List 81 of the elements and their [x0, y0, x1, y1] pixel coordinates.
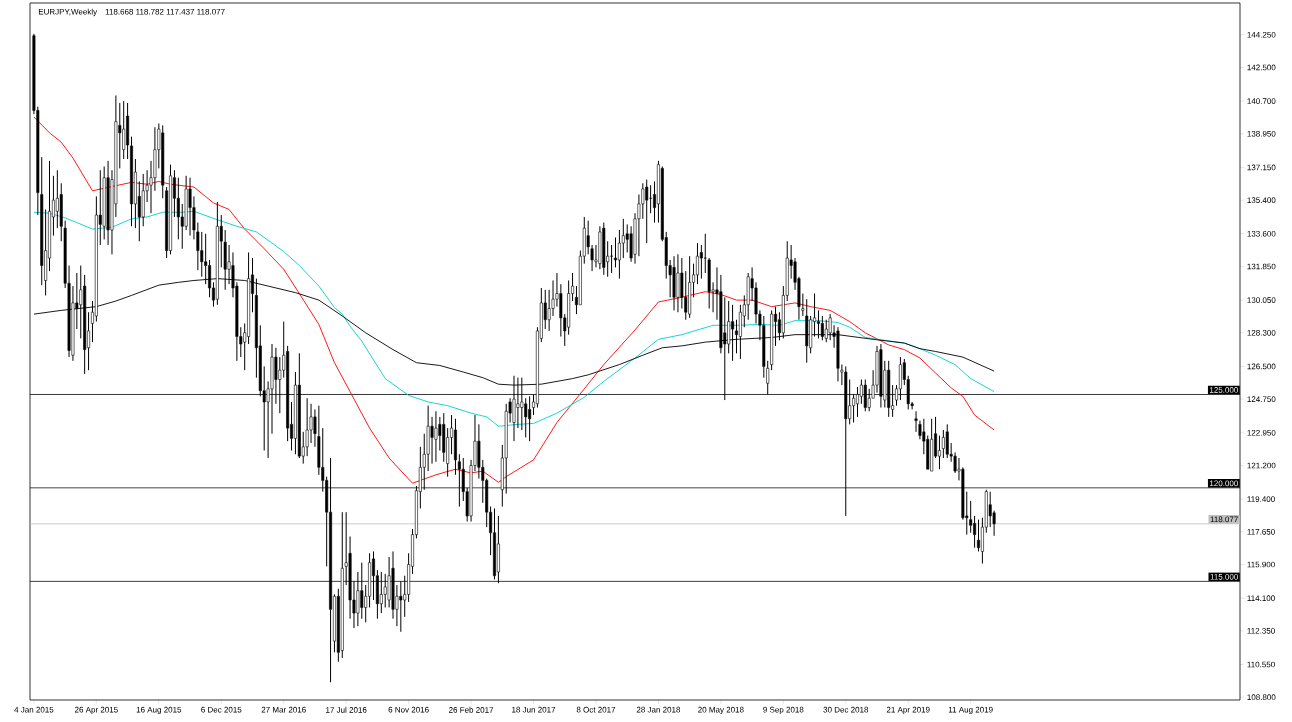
y-tick-label: 140.700 — [1247, 98, 1276, 104]
x-tick-label: 9 Sep 2018 — [763, 706, 804, 715]
x-tick-label: 26 Apr 2015 — [74, 706, 118, 715]
y-tick-label: 124.750 — [1247, 396, 1276, 402]
y-tick-label: 144.250 — [1247, 31, 1276, 38]
candlestick — [820, 315, 824, 341]
candlestick — [122, 100, 126, 160]
candlestick — [453, 418, 457, 476]
ref-line-label: 118.077 — [1210, 516, 1238, 523]
candlestick — [941, 429, 945, 459]
candlestick — [169, 164, 172, 255]
x-tick-label: 8 Oct 2017 — [576, 706, 616, 713]
candlestick — [738, 304, 742, 360]
candlestick — [824, 319, 828, 343]
candlestick — [645, 179, 649, 244]
candlestick — [945, 423, 949, 459]
y-tick-label: 115.900 — [1247, 561, 1275, 568]
y-tick-label: 122.950 — [1247, 429, 1276, 436]
y-tick-label: 112.350 — [1247, 628, 1275, 634]
x-tick-label: 4 Jan 2015 — [14, 706, 54, 713]
y-tick-label: 128.300 — [1247, 329, 1276, 336]
candlestick — [816, 309, 820, 339]
x-tick-label: 16 Aug 2015 — [136, 706, 182, 715]
x-tick-label: 11 Aug 2019 — [948, 706, 993, 715]
x-tick-label: 6 Nov 2016 — [388, 706, 429, 713]
y-tick-label: 110.550 — [1247, 661, 1275, 668]
candlestick — [598, 225, 602, 270]
candlestick — [524, 397, 528, 438]
candlestick — [617, 229, 621, 280]
ref-line-label: 115.000 — [1210, 573, 1238, 580]
candlestick — [688, 255, 692, 319]
candlestick — [602, 222, 606, 276]
ref-line-label: 120.000 — [1210, 480, 1238, 487]
x-tick-label: 28 Jan 2018 — [636, 706, 681, 713]
candlestick — [161, 124, 165, 199]
text: EURJPY,Weekly — [38, 8, 98, 17]
candlestick — [176, 177, 180, 240]
candlestick — [55, 169, 59, 229]
candlestick — [446, 427, 450, 478]
y-tick-label: 114.100 — [1247, 595, 1275, 601]
y-tick-label: 131.850 — [1247, 263, 1276, 270]
x-tick-label: 27 Mar 2016 — [261, 706, 306, 713]
candlestick — [699, 244, 703, 280]
y-tick-label: 126.500 — [1247, 363, 1276, 370]
x-tick-label: 26 Feb 2017 — [449, 706, 494, 713]
candlestick — [805, 298, 809, 364]
candlestick — [676, 253, 680, 313]
candlestick — [937, 435, 941, 470]
candlestick — [684, 270, 688, 321]
y-tick-label: 137.150 — [1247, 164, 1276, 171]
candlestick — [977, 519, 980, 552]
y-tick-label: 130.050 — [1247, 297, 1276, 303]
candlestick — [434, 410, 438, 463]
x-tick-label: 21 Apr 2019 — [886, 706, 930, 715]
candlestick — [493, 507, 496, 580]
candlestick — [695, 242, 699, 285]
y-tick-label: 133.600 — [1247, 230, 1276, 237]
y-tick-label: 138.950 — [1247, 130, 1276, 137]
x-tick-label: 6 Dec 2015 — [201, 706, 242, 713]
x-tick-label: 30 Dec 2018 — [823, 706, 869, 713]
candlestick — [614, 237, 617, 268]
text: 118.668 118.782 117.437 118.077 — [105, 8, 225, 15]
y-tick-label: 121.200 — [1247, 462, 1276, 469]
y-tick-label: 142.500 — [1247, 64, 1276, 71]
candlestick — [567, 279, 571, 336]
candlestick — [731, 304, 735, 362]
candlestick — [836, 326, 840, 382]
y-tick-label: 119.400 — [1247, 496, 1275, 502]
y-tick-label: 117.650 — [1247, 528, 1275, 535]
x-tick-label: 17 Jul 2016 — [326, 706, 367, 713]
ref-line-label: 125.000 — [1210, 387, 1238, 393]
x-tick-label: 20 May 2018 — [698, 706, 744, 715]
candlestick — [914, 410, 918, 433]
candlestick — [188, 177, 192, 237]
y-tick-label: 108.800 — [1247, 694, 1276, 701]
candlestick — [809, 315, 813, 354]
candlestick — [672, 255, 676, 311]
candlestick — [973, 515, 977, 549]
y-tick-label: 135.400 — [1247, 197, 1276, 203]
x-tick-label: 18 Jun 2017 — [512, 706, 556, 713]
line-series — [33, 116, 995, 484]
